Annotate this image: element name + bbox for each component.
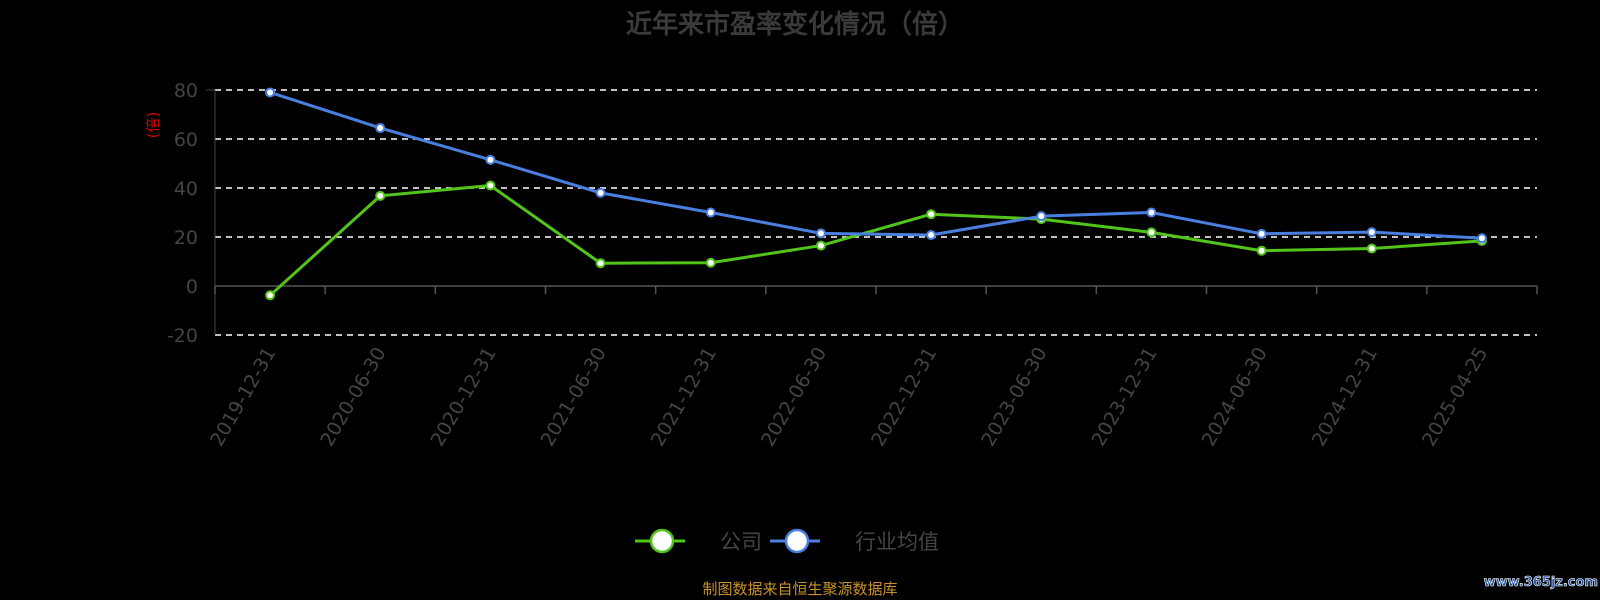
data-point-series0: [265, 290, 276, 301]
data-point-series1: [595, 187, 606, 198]
x-tick-label: 2021-12-31: [647, 344, 721, 451]
x-tick-label: 2022-12-31: [867, 343, 941, 450]
x-tick-label: 2024-12-31: [1308, 344, 1382, 451]
data-point-series1: [1256, 228, 1267, 239]
data-point-series1: [1146, 207, 1157, 218]
data-point-series0: [1366, 243, 1377, 254]
data-point-series0: [485, 180, 496, 191]
data-point-series1: [1036, 211, 1047, 222]
y-tick-label: 20: [174, 227, 198, 249]
legend-marker-0[interactable]: [649, 528, 675, 554]
gridlines: [215, 89, 1537, 336]
x-tick-label: 2019-12-31: [206, 344, 280, 451]
x-tick-label: 2022-06-30: [757, 344, 831, 451]
data-point-series0: [815, 240, 826, 251]
data-point-series0: [595, 258, 606, 269]
data-point-series1: [705, 207, 716, 218]
y-tick-label: 40: [174, 178, 198, 200]
x-tick-label: 2020-06-30: [316, 344, 390, 451]
data-point-series0: [1256, 245, 1267, 256]
y-tick-label: 80: [174, 80, 198, 102]
legend-marker-1[interactable]: [784, 528, 810, 554]
data-point-series0: [375, 190, 386, 201]
x-tick-label: 2023-12-31: [1087, 344, 1161, 451]
legend-label-1[interactable]: 行业均值: [855, 530, 939, 554]
data-point-series1: [485, 154, 496, 165]
x-tick-label: 2021-06-30: [537, 344, 611, 451]
data-point-series1: [1366, 227, 1377, 238]
data-point-series1: [375, 122, 386, 133]
series-line-0: [269, 184, 1483, 297]
series-line-1: [269, 91, 1482, 240]
y-tick-label: 0: [186, 276, 198, 298]
x-tick-label: 2024-06-30: [1198, 344, 1272, 451]
axes: -20 0 20 40 60 80 2019-12-31 2020-06-30 2020-12-…: [167, 80, 1538, 451]
data-point-series1: [926, 230, 937, 241]
series-group: [265, 87, 1487, 301]
data-point-series0: [926, 209, 937, 220]
legend[interactable]: 公司 行业均值: [635, 528, 939, 554]
y-tick-label: -20: [167, 325, 198, 347]
chart-title: 近年来市盈率变化情况（倍）: [626, 9, 964, 40]
y-tick-label: 60: [174, 129, 198, 151]
data-point-series1: [1476, 233, 1487, 244]
data-point-series0: [705, 257, 716, 268]
x-tick-label: 2025-04-25: [1418, 344, 1492, 451]
data-point-series1: [265, 87, 276, 98]
x-tick-label: 2020-12-31: [426, 343, 500, 450]
y-axis-unit-label: (倍): [144, 112, 162, 139]
data-point-series1: [815, 228, 826, 239]
data-source-note: 制图数据来自恒生聚源数据库: [702, 580, 897, 598]
watermark: www.365jz.com: [1484, 575, 1598, 590]
legend-label-0[interactable]: 公司: [720, 530, 762, 554]
data-point-series0: [1146, 227, 1157, 238]
x-tick-label: 2023-06-30: [977, 344, 1051, 451]
